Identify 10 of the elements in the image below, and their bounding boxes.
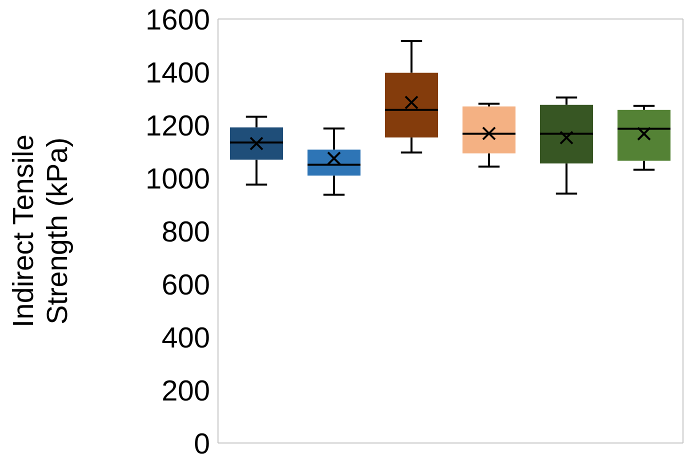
y-tick-label: 1600: [145, 4, 210, 36]
y-axis-title: Indirect Tensile Strength (kPa): [8, 134, 74, 328]
y-tick-label: 1200: [145, 110, 210, 142]
y-tick-label: 600: [162, 269, 210, 302]
y-tick-label: 1400: [145, 57, 210, 90]
y-tick-label: 800: [162, 216, 210, 248]
y-tick-label: 1000: [145, 163, 210, 196]
y-tick-label: 0: [194, 428, 210, 460]
y-tick-label: 400: [162, 322, 210, 354]
y-tick-label: 200: [162, 375, 210, 408]
